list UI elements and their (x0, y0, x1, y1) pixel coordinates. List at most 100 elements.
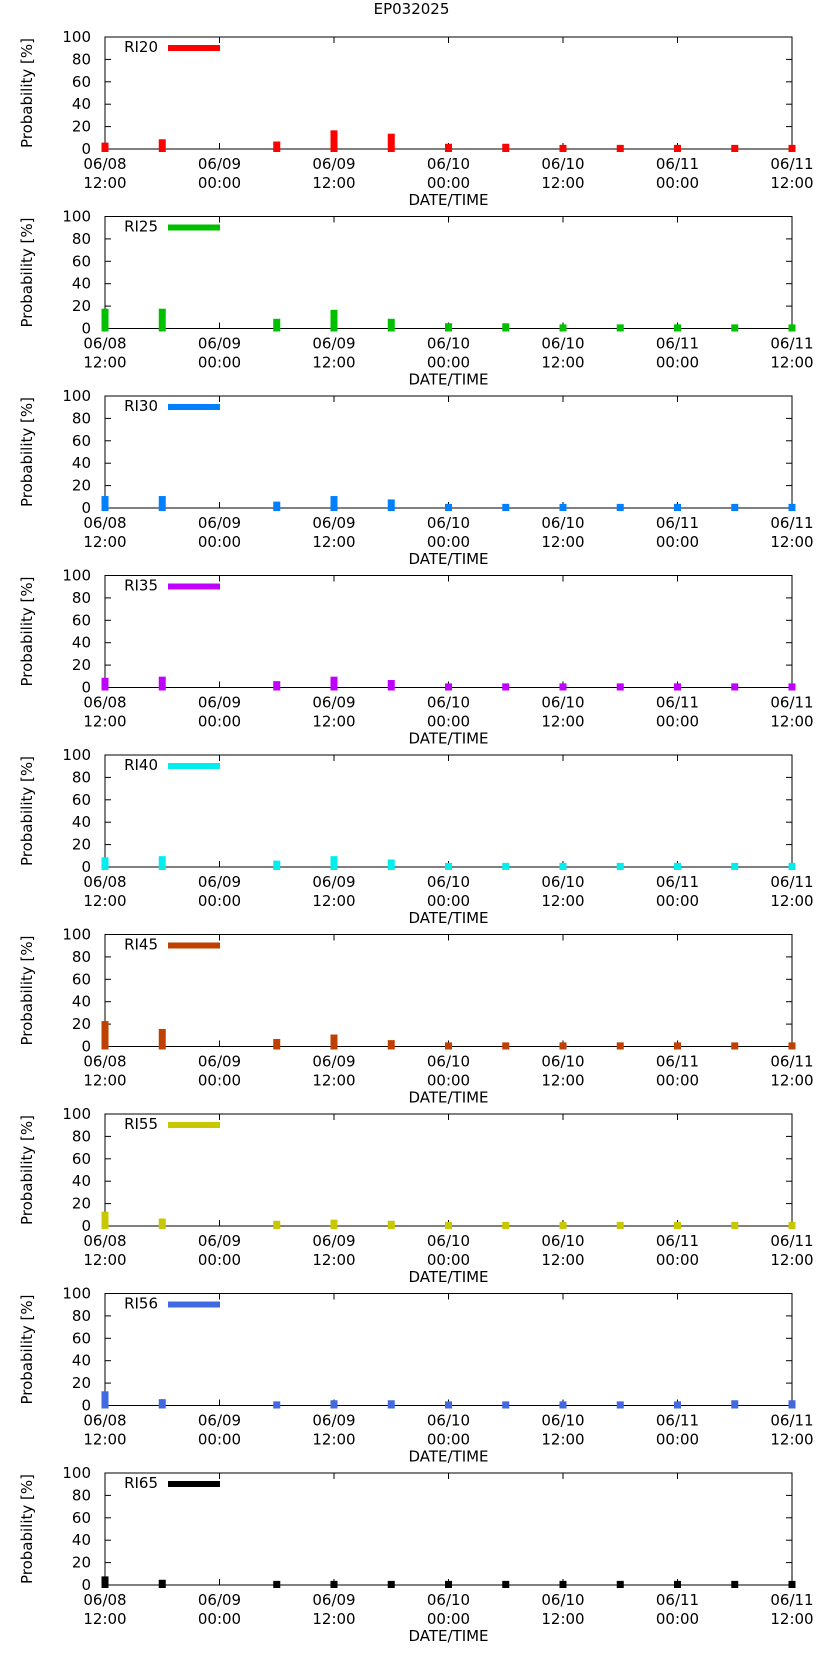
data-bar (158, 308, 166, 332)
plot-frame (104, 575, 793, 688)
x-tick-label-time: 12:00 (312, 174, 355, 192)
data-bar (559, 1042, 567, 1050)
x-tick-label-date: 06/09 (312, 1053, 355, 1071)
data-bar (445, 1221, 452, 1229)
data-bar (616, 862, 624, 870)
data-bar (674, 1042, 681, 1050)
x-tick-label-date: 06/08 (83, 335, 126, 353)
plot-frame (104, 754, 793, 868)
data-bar (273, 1580, 281, 1588)
x-tick-label-time: 00:00 (427, 713, 470, 731)
y-axis-label: Probability [%] (18, 935, 36, 1045)
data-bar (674, 1401, 681, 1409)
x-axis-label: DATE/TIME (408, 1268, 488, 1286)
data-bar (559, 324, 567, 332)
y-tick-label: 80 (72, 50, 91, 68)
data-bar (731, 1580, 739, 1588)
data-bar (788, 683, 796, 691)
x-axis-label: DATE/TIME (408, 371, 488, 389)
plot-frame (104, 395, 793, 509)
x-tick-label-time: 00:00 (427, 1072, 470, 1090)
data-bar (101, 1211, 109, 1229)
data-bar (273, 1220, 281, 1229)
x-tick-label-date: 06/10 (427, 1053, 470, 1071)
y-axis-label: Probability [%] (18, 1294, 36, 1404)
data-bar (731, 1400, 739, 1409)
data-bar (158, 1028, 166, 1050)
y-tick-label: 100 (62, 746, 91, 764)
x-tick-label-date: 06/11 (656, 514, 699, 532)
x-tick-label-date: 06/10 (427, 873, 470, 891)
x-tick-label-date: 06/11 (770, 694, 813, 712)
x-tick-label-date: 06/09 (198, 514, 241, 532)
data-bar (559, 862, 567, 870)
y-tick-label: 0 (81, 1217, 91, 1235)
x-tick-label-time: 12:00 (541, 1431, 584, 1449)
data-bar (387, 1580, 395, 1588)
y-tick-label: 100 (62, 926, 91, 944)
y-axis-label: Probability [%] (18, 1115, 36, 1225)
x-tick-label-date: 06/11 (656, 873, 699, 891)
x-tick-label-date: 06/11 (770, 1232, 813, 1250)
data-bar (445, 323, 452, 332)
x-axis-label: DATE/TIME (408, 191, 488, 209)
x-tick-label-date: 06/10 (541, 1053, 584, 1071)
x-tick-label-date: 06/10 (427, 694, 470, 712)
data-bar (788, 1400, 796, 1409)
plot-frame (104, 1293, 793, 1406)
x-tick-label-date: 06/09 (312, 335, 355, 353)
data-bar (273, 860, 281, 870)
x-tick-label-time: 00:00 (427, 174, 470, 192)
data-bar (330, 1580, 338, 1588)
data-bar (101, 1021, 109, 1050)
x-tick-label-time: 12:00 (312, 1072, 355, 1090)
data-bar (158, 496, 166, 511)
panel-ri40: 02040608010006/0812:0006/0900:0006/0912:… (18, 746, 814, 927)
x-tick-label-date: 06/10 (541, 694, 584, 712)
legend-label: RI35 (124, 577, 158, 595)
y-tick-label: 80 (72, 1127, 91, 1145)
x-tick-label-time: 12:00 (541, 174, 584, 192)
y-tick-label: 60 (72, 1150, 91, 1168)
data-bar (674, 144, 681, 152)
x-tick-label-date: 06/09 (198, 335, 241, 353)
data-bar (101, 857, 109, 870)
data-bar (387, 318, 395, 332)
data-bar (731, 324, 739, 332)
data-bar (788, 503, 796, 511)
data-bar (158, 856, 166, 870)
data-bar (559, 1580, 567, 1588)
x-tick-label-date: 06/11 (656, 1053, 699, 1071)
x-tick-label-time: 12:00 (770, 1251, 813, 1269)
data-bar (502, 1401, 510, 1409)
data-bar (101, 142, 109, 152)
legend-label: RI40 (124, 756, 158, 774)
y-tick-label: 40 (72, 1531, 91, 1549)
data-bar (616, 324, 624, 332)
y-tick-label: 100 (62, 208, 91, 226)
y-tick-label: 20 (72, 1554, 91, 1572)
legend-label: RI25 (124, 218, 158, 236)
x-tick-label-time: 12:00 (312, 533, 355, 551)
chart-title: EP032025 (373, 0, 450, 18)
y-tick-label: 40 (72, 95, 91, 113)
data-bar (387, 133, 395, 152)
y-axis-label: Probability [%] (18, 217, 36, 327)
y-tick-label: 0 (81, 499, 91, 517)
data-bar (731, 1042, 739, 1050)
y-tick-label: 100 (62, 387, 91, 405)
data-bar (273, 1401, 281, 1409)
panel-ri35: 02040608010006/0812:0006/0900:0006/0912:… (18, 567, 814, 748)
data-bar (616, 1042, 624, 1050)
data-bar (273, 681, 281, 691)
data-bar (616, 1401, 624, 1409)
data-bar (502, 503, 510, 511)
data-bar (788, 862, 796, 870)
y-tick-label: 20 (72, 477, 91, 495)
x-tick-label-date: 06/08 (83, 1412, 126, 1430)
data-bar (158, 1218, 166, 1229)
legend-label: RI55 (124, 1115, 158, 1133)
x-tick-label-time: 00:00 (427, 1610, 470, 1628)
x-tick-label-date: 06/08 (83, 694, 126, 712)
x-tick-label-date: 06/08 (83, 1053, 126, 1071)
